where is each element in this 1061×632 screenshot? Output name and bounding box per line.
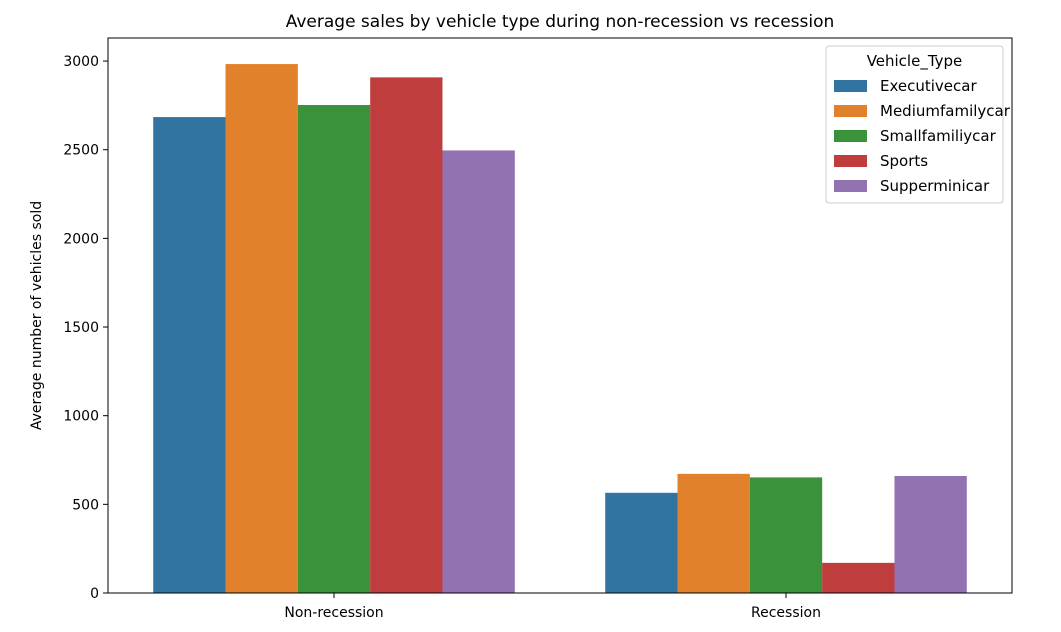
- legend-swatch: [834, 80, 867, 92]
- y-tick-label: 500: [72, 497, 99, 513]
- legend-swatch: [834, 180, 867, 192]
- y-axis-label: Average number of vehicles sold: [29, 201, 45, 430]
- bars-layer: [153, 64, 967, 594]
- legend-box: [825, 45, 1004, 204]
- plot-frame: [107, 37, 1013, 594]
- y-tick-label: 2500: [63, 143, 99, 159]
- bar-mediumfamilycar-non-recession: [225, 64, 298, 593]
- bar-sports-non-recession: [370, 77, 443, 594]
- chart-title: Average sales by vehicle type during non…: [286, 12, 835, 32]
- x-tick-label: Recession: [751, 605, 821, 621]
- y-tick-label: 1500: [63, 320, 99, 336]
- bar-smallfamiliycar-non-recession: [297, 105, 371, 593]
- y-tick-label: 1000: [63, 409, 99, 425]
- legend-swatch: [834, 130, 867, 142]
- legend-entry-label: Sports: [880, 152, 928, 170]
- legend-entry-label: Supperminicar: [880, 177, 990, 195]
- bar-executivecar-non-recession: [153, 117, 226, 593]
- legend: Vehicle_Type Executivecar Mediumfamilycar…: [825, 45, 1011, 204]
- legend-entry-label: Smallfamiliycar: [880, 127, 997, 145]
- x-tick-label: Non-recession: [284, 605, 383, 621]
- bar-supperminicar-recession: [894, 475, 967, 593]
- y-axis: 0 500 1000 1500 2000 2500 3000: [63, 54, 108, 602]
- y-tick-label: 0: [90, 586, 99, 602]
- y-tick-label: 3000: [63, 54, 99, 70]
- bar-smallfamiliycar-recession: [749, 477, 823, 593]
- bar-sports-recession: [822, 562, 895, 593]
- legend-entry-label: Executivecar: [880, 77, 977, 95]
- y-tick-label: 2000: [63, 231, 99, 247]
- legend-entry-label: Mediumfamilycar: [880, 102, 1011, 120]
- legend-swatch: [834, 105, 867, 117]
- bar-executivecar-recession: [605, 492, 678, 593]
- x-axis: Non-recession Recession: [284, 593, 821, 621]
- legend-title: Vehicle_Type: [867, 52, 963, 71]
- legend-swatch: [834, 155, 867, 167]
- bar-supperminicar-non-recession: [442, 150, 515, 594]
- bar-mediumfamilycar-recession: [677, 473, 750, 593]
